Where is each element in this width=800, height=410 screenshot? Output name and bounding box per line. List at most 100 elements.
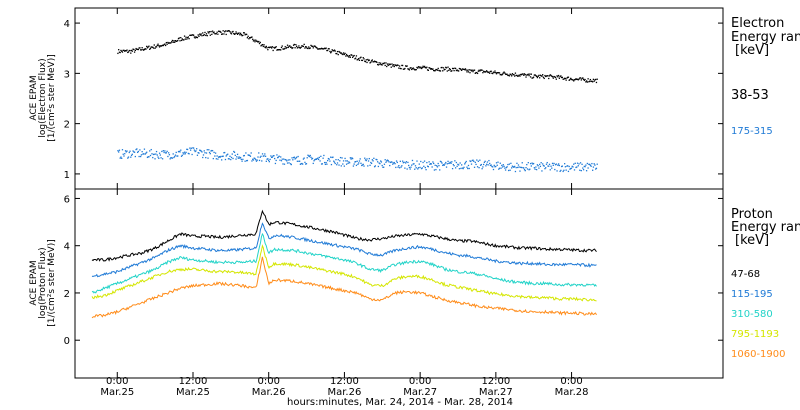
- electron-series-175-315-point: [158, 157, 160, 160]
- electron-series-175-315-point: [237, 157, 239, 159]
- electron-series-175-315-point: [155, 153, 157, 155]
- electron-series-38-53-point: [304, 47, 306, 49]
- electron-series-175-315-point: [323, 161, 326, 164]
- electron-series-175-315-point: [570, 167, 572, 170]
- electron-series-175-315-point: [582, 169, 585, 171]
- electron-series-175-315-point: [385, 161, 387, 163]
- electron-series-175-315-point: [516, 162, 518, 164]
- electron-series-38-53-point: [344, 52, 346, 55]
- electron-series-38-53-point: [202, 32, 204, 34]
- electron-series-175-315-point: [380, 160, 382, 162]
- electron-series-38-53-point: [364, 60, 367, 63]
- electron-series-38-53-point: [227, 30, 230, 32]
- electron-series-175-315-point: [330, 163, 333, 166]
- electron-series-38-53-point: [119, 51, 121, 54]
- electron-series-175-315-point: [239, 156, 242, 159]
- electron-series-38-53-point: [496, 72, 498, 74]
- electron-series-38-53-point: [517, 75, 520, 77]
- electron-series-38-53-point: [328, 48, 330, 50]
- electron-series-38-53-point: [380, 64, 383, 66]
- electron-series-175-315-point: [408, 164, 410, 167]
- electron-series-175-315-point: [506, 166, 508, 168]
- electron-series-38-53-point: [445, 66, 447, 68]
- electron-series-175-315-point: [510, 167, 513, 169]
- electron-series-175-315-point: [117, 150, 119, 152]
- electron-series-175-315-point: [539, 165, 542, 168]
- electron-series-175-315-point: [573, 163, 575, 165]
- electron-series-175-315-point: [490, 164, 492, 166]
- electron-series-38-53-point: [255, 40, 258, 42]
- electron-series-175-315-point: [386, 159, 389, 161]
- electron-series-38-53-point: [519, 75, 521, 77]
- electron-series-175-315-point: [512, 166, 514, 168]
- electron-series-38-53-point: [515, 74, 517, 77]
- electron-series-175-315-point: [583, 165, 585, 168]
- electron-series-175-315-point: [509, 169, 511, 171]
- electron-series-38-53-point: [280, 49, 282, 51]
- electron-series-175-315-point: [184, 153, 186, 155]
- electron-series-38-53-point: [208, 32, 210, 34]
- electron-series-38-53-point: [123, 49, 125, 52]
- electron-series-175-315-point: [526, 168, 529, 170]
- electron-series-38-53-point: [161, 44, 164, 46]
- electron-series-175-315-point: [445, 161, 447, 164]
- electron-series-175-315-point: [127, 157, 129, 159]
- electron-series-175-315-point: [139, 149, 141, 151]
- proton-series-310-580-line: [91, 232, 597, 294]
- electron-series-38-53-point: [224, 30, 227, 32]
- electron-series-175-315-point: [365, 159, 367, 162]
- electron-series-175-315-point: [183, 151, 186, 153]
- electron-series-175-315-point: [124, 150, 127, 152]
- electron-series-38-53-point: [538, 74, 540, 77]
- electron-series-38-53-point: [158, 45, 160, 47]
- electron-series-38-53-point: [239, 32, 242, 34]
- electron-series-175-315-point: [345, 163, 348, 165]
- electron-series-38-53-point: [473, 69, 475, 71]
- electron-series-175-315-point: [504, 167, 506, 169]
- electron-series-38-53-point: [395, 65, 398, 67]
- electron-series-175-315-point: [542, 163, 544, 165]
- electron-series-175-315-point: [203, 150, 205, 152]
- electron-series-175-315-point: [501, 164, 503, 167]
- electron-series-38-53-point: [323, 48, 325, 50]
- electron-series-38-53-point: [469, 72, 471, 74]
- electron-series-175-315-point: [451, 161, 453, 163]
- electron-series-38-53-point: [537, 75, 539, 78]
- electron-series-38-53-point: [168, 42, 170, 44]
- electron-series-175-315-point: [290, 163, 292, 166]
- electron-series-175-315-point: [301, 162, 303, 165]
- electron-series-175-315-point: [545, 163, 548, 165]
- electron-series-175-315-point: [331, 156, 333, 159]
- electron-series-38-53-point: [383, 62, 385, 65]
- electron-series-38-53-point: [319, 48, 321, 50]
- electron-series-175-315-point: [181, 154, 183, 156]
- electron-series-175-315-point: [228, 158, 230, 160]
- electron-series-175-315-point: [454, 160, 456, 162]
- electron-series-175-315-point: [192, 147, 194, 149]
- electron-series-175-315-point: [381, 164, 383, 167]
- electron-series-38-53-point: [521, 73, 523, 75]
- electron-series-175-315-point: [496, 164, 498, 166]
- electron-series-175-315-point: [311, 157, 314, 160]
- electron-series-175-315-point: [438, 164, 440, 167]
- electron-series-175-315-point: [527, 162, 529, 164]
- electron-series-175-315-point: [517, 166, 519, 169]
- electron-series-175-315-point: [342, 163, 344, 165]
- electron-series-38-53-point: [285, 47, 287, 50]
- electron-series-175-315-point: [497, 161, 499, 163]
- electron-series-175-315-point: [295, 156, 298, 158]
- electron-series-175-315-point: [234, 154, 236, 157]
- electron-series-38-53-point: [281, 45, 283, 47]
- electron-series-38-53-point: [392, 65, 394, 67]
- electron-series-175-315-point: [135, 148, 137, 151]
- electron-series-38-53-point: [188, 38, 190, 40]
- electron-series-38-53-point: [273, 46, 275, 49]
- electron-series-175-315-point: [270, 156, 273, 159]
- electron-series-38-53-point: [262, 45, 264, 48]
- electron-series-175-315-point: [595, 168, 597, 170]
- electron-series-175-315-point: [420, 160, 422, 163]
- electron-series-38-53-point: [485, 70, 487, 73]
- electron-series-175-315-point: [529, 168, 531, 170]
- electron-series-175-315-point: [363, 165, 365, 167]
- xtick-date-6: Mar.28: [555, 387, 589, 398]
